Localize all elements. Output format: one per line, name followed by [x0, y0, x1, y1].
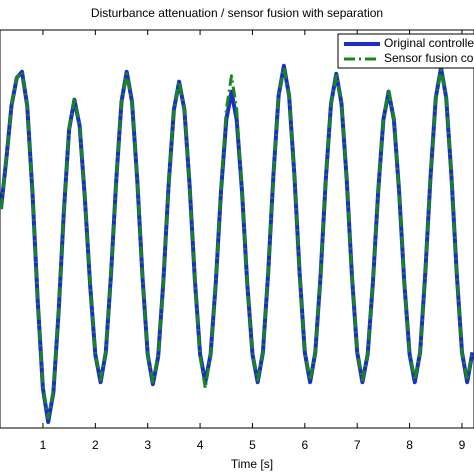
x-tick-label: 7: [354, 438, 361, 452]
x-tick-label: 2: [92, 438, 99, 452]
data-line: [0, 66, 474, 420]
legend-box: [337, 33, 474, 69]
x-tick-label: 8: [406, 438, 413, 452]
x-tick-label: 9: [459, 438, 466, 452]
legend-label: Sensor fusion con: [384, 51, 474, 65]
plot-frame: [0, 29, 474, 429]
legend-label: Original controlle: [384, 36, 474, 50]
x-tick-label: 3: [144, 438, 151, 452]
chart-title: Disturbance attenuation / sensor fusion …: [91, 6, 383, 20]
x-tick-label: 6: [301, 438, 308, 452]
x-tick-label: 4: [197, 438, 204, 452]
x-tick-label: 1: [40, 438, 47, 452]
x-axis-label: Time [s]: [231, 457, 273, 471]
x-tick-label: 5: [249, 438, 256, 452]
